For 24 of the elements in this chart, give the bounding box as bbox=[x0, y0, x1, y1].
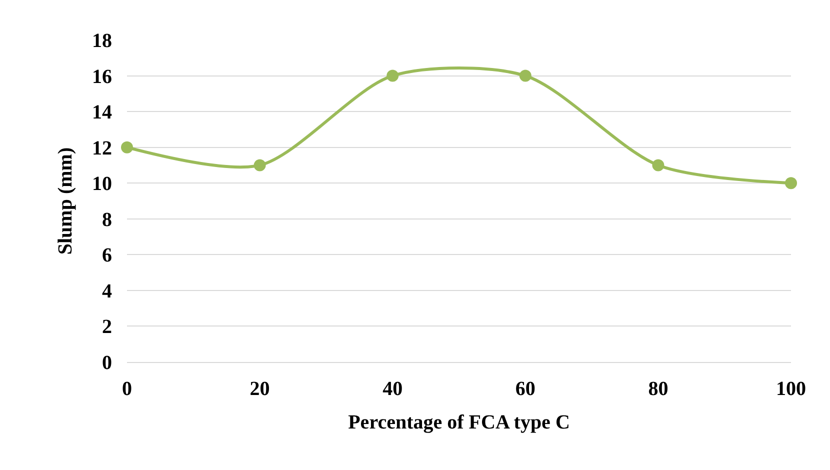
y-tick-label: 0 bbox=[102, 352, 112, 374]
y-tick-label: 10 bbox=[92, 173, 112, 196]
y-tick-label: 2 bbox=[102, 316, 112, 338]
point bbox=[519, 70, 532, 82]
x-tick-label: 0 bbox=[122, 378, 132, 400]
y-tick-label: 8 bbox=[102, 208, 112, 231]
x-tick-label: 40 bbox=[382, 378, 403, 400]
point bbox=[652, 159, 664, 172]
point bbox=[121, 141, 133, 154]
y-tick-label: 16 bbox=[92, 66, 112, 88]
y-tick-label: 18 bbox=[92, 30, 112, 52]
x-axis-title: Percentage of FCA type C bbox=[348, 412, 570, 434]
y-tick-label: 12 bbox=[92, 137, 112, 160]
x-tick-label: 80 bbox=[648, 378, 668, 400]
y-tick-label: 4 bbox=[102, 280, 112, 302]
y-axis-title: Slump (mm) bbox=[54, 147, 76, 255]
x-tick-label: 20 bbox=[250, 378, 270, 400]
x-tick-label: 60 bbox=[515, 378, 536, 400]
x-tick-label: 100 bbox=[776, 378, 806, 400]
point bbox=[785, 177, 797, 190]
point bbox=[386, 70, 399, 82]
point bbox=[254, 159, 266, 172]
y-tick-label: 6 bbox=[102, 244, 112, 267]
y-tick-label: 14 bbox=[92, 102, 112, 124]
